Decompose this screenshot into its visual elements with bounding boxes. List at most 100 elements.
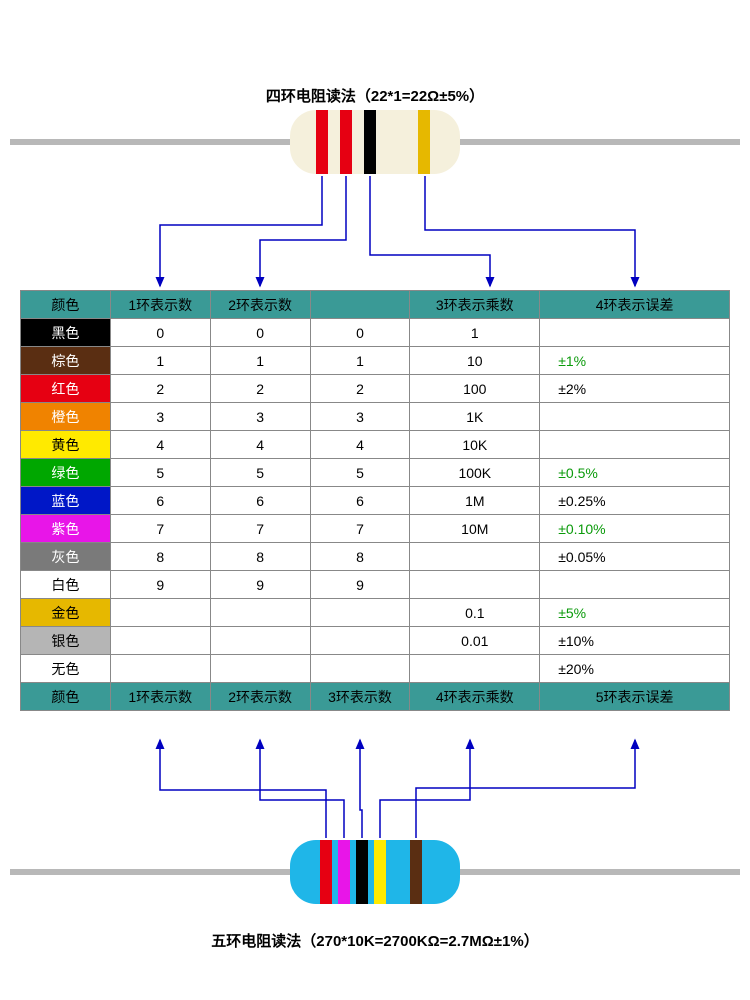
table-row: 银色0.01±10% [21, 627, 730, 655]
th-band1: 1环表示数 [110, 291, 210, 319]
th-b1: 1环表示数 [110, 683, 210, 711]
color-code-table: 颜色 1环表示数 2环表示数 3环表示乘数 4环表示误差 黑色0001棕色111… [20, 290, 730, 711]
value-cell: 5 [210, 459, 310, 487]
color-name-cell: 无色 [21, 655, 111, 683]
color-name-cell: 蓝色 [21, 487, 111, 515]
value-cell: 1 [310, 347, 410, 375]
table-row: 白色999 [21, 571, 730, 599]
color-name-cell: 红色 [21, 375, 111, 403]
value-cell: 3 [110, 403, 210, 431]
value-cell: 100K [410, 459, 540, 487]
th-mult: 3环表示乘数 [410, 291, 540, 319]
value-cell: 8 [110, 543, 210, 571]
color-name-cell: 黑色 [21, 319, 111, 347]
color-name-cell: 银色 [21, 627, 111, 655]
value-cell: 4 [310, 431, 410, 459]
table-body: 黑色0001棕色11110±1%红色222100±2%橙色3331K黄色4441… [21, 319, 730, 683]
value-cell: 0 [310, 319, 410, 347]
resistor-band [418, 110, 430, 174]
header-row-top: 颜色 1环表示数 2环表示数 3环表示乘数 4环表示误差 [21, 291, 730, 319]
tolerance-cell [540, 319, 730, 347]
color-name-cell: 黄色 [21, 431, 111, 459]
value-cell: 2 [310, 375, 410, 403]
table-row: 灰色888±0.05% [21, 543, 730, 571]
value-cell: 6 [310, 487, 410, 515]
resistor-band [340, 110, 352, 174]
value-cell [210, 627, 310, 655]
value-cell [310, 655, 410, 683]
value-cell: 6 [210, 487, 310, 515]
th-b5: 5环表示误差 [540, 683, 730, 711]
value-cell: 10K [410, 431, 540, 459]
table-row: 金色 0.1±5% [21, 599, 730, 627]
th-b3: 3环表示数 [310, 683, 410, 711]
value-cell: 9 [110, 571, 210, 599]
value-cell: 8 [210, 543, 310, 571]
value-cell: 0.1 [410, 599, 540, 627]
th-b4: 4环表示乘数 [410, 683, 540, 711]
value-cell [310, 627, 410, 655]
tolerance-cell: ±2% [540, 375, 730, 403]
value-cell: 0 [110, 319, 210, 347]
header-row-bottom: 颜色 1环表示数 2环表示数 3环表示数 4环表示乘数 5环表示误差 [21, 683, 730, 711]
lead-left [10, 139, 290, 145]
lead-right [460, 139, 740, 145]
resistor-body-4 [290, 110, 460, 174]
value-cell [410, 655, 540, 683]
value-cell: 9 [310, 571, 410, 599]
table-row: 橙色3331K [21, 403, 730, 431]
color-name-cell: 金色 [21, 599, 111, 627]
table-row: 紫色77710M±0.10% [21, 515, 730, 543]
color-name-cell: 紫色 [21, 515, 111, 543]
tolerance-cell: ±0.25% [540, 487, 730, 515]
tolerance-cell [540, 571, 730, 599]
table-row: 棕色11110±1% [21, 347, 730, 375]
value-cell: 100 [410, 375, 540, 403]
value-cell: 1 [210, 347, 310, 375]
resistor-5band [290, 840, 460, 904]
value-cell [410, 571, 540, 599]
value-cell: 5 [110, 459, 210, 487]
resistor-band [410, 840, 422, 904]
color-name-cell: 灰色 [21, 543, 111, 571]
th-blank [310, 291, 410, 319]
value-cell: 8 [310, 543, 410, 571]
table-row: 无色 ±20% [21, 655, 730, 683]
tolerance-cell: ±0.05% [540, 543, 730, 571]
table-row: 蓝色6661M±0.25% [21, 487, 730, 515]
th-tol: 4环表示误差 [540, 291, 730, 319]
value-cell [210, 655, 310, 683]
value-cell: 7 [110, 515, 210, 543]
value-cell [410, 543, 540, 571]
resistor-band [338, 840, 350, 904]
value-cell: 7 [310, 515, 410, 543]
value-cell: 4 [110, 431, 210, 459]
tolerance-cell: ±20% [540, 655, 730, 683]
resistor-band [364, 110, 376, 174]
value-cell: 3 [210, 403, 310, 431]
th-band2: 2环表示数 [210, 291, 310, 319]
value-cell: 5 [310, 459, 410, 487]
value-cell: 6 [110, 487, 210, 515]
tolerance-cell: ±5% [540, 599, 730, 627]
title-4band: 四环电阻读法（22*1=22Ω±5%） [0, 85, 750, 106]
table-row: 黄色44410K [21, 431, 730, 459]
th-b2: 2环表示数 [210, 683, 310, 711]
th-color-b: 颜色 [21, 683, 111, 711]
resistor-band [356, 840, 368, 904]
table-row: 红色222100±2% [21, 375, 730, 403]
value-cell [110, 599, 210, 627]
resistor-body-5 [290, 840, 460, 904]
resistor-4band [290, 110, 460, 174]
value-cell: 9 [210, 571, 310, 599]
resistor-band [320, 840, 332, 904]
tolerance-cell [540, 431, 730, 459]
value-cell: 1M [410, 487, 540, 515]
color-name-cell: 棕色 [21, 347, 111, 375]
resistor-band [316, 110, 328, 174]
tolerance-cell [540, 403, 730, 431]
value-cell [210, 599, 310, 627]
value-cell: 0.01 [410, 627, 540, 655]
color-name-cell: 白色 [21, 571, 111, 599]
th-color: 颜色 [21, 291, 111, 319]
